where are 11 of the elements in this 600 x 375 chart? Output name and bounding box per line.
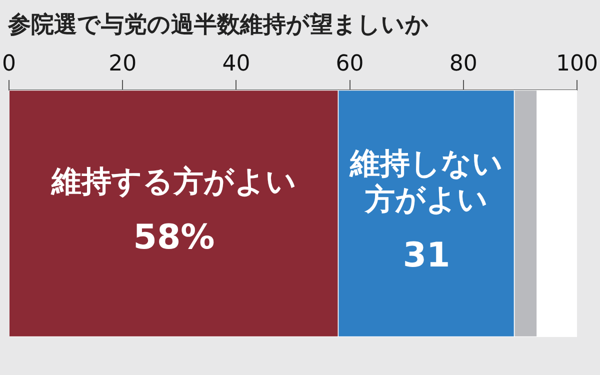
series-label: 維持しない方がよい (348, 146, 503, 218)
x-tick-label: 20 (108, 52, 137, 77)
x-tick-label: 100 (556, 52, 598, 77)
x-tick-label: 40 (222, 52, 250, 77)
x-tick-label: 0 (2, 52, 16, 77)
chart-title: 参院選で与党の過半数維持が望ましいか (7, 12, 429, 38)
data-label: 58% (133, 217, 215, 258)
series-label: 維持する方がよい (50, 164, 296, 200)
x-tick-label: 60 (336, 52, 364, 77)
data-label: 31 (402, 235, 450, 276)
x-tick-label: 80 (449, 52, 478, 77)
